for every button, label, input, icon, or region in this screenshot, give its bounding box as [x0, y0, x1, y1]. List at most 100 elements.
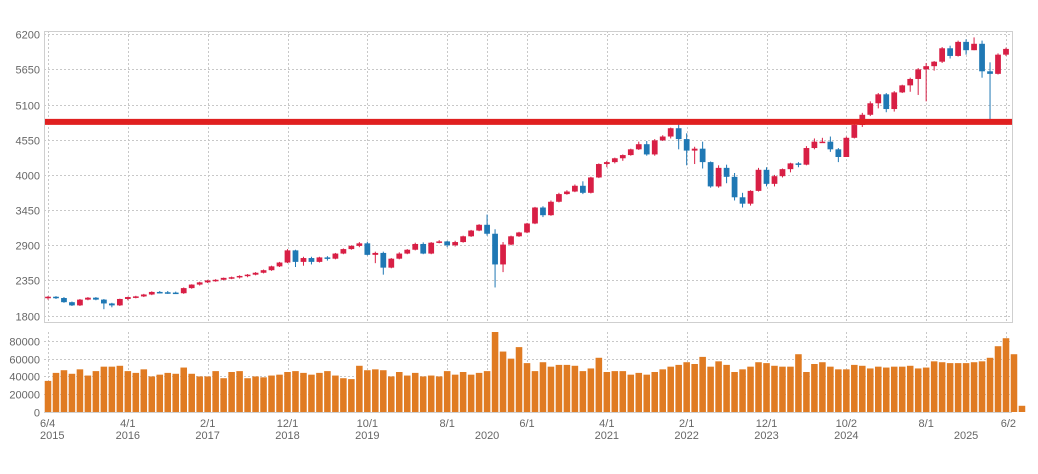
- candle-body: [332, 253, 339, 259]
- volume-bar: [475, 372, 483, 412]
- candle-body: [468, 230, 474, 237]
- volume-bar: [252, 376, 259, 412]
- candle-body: [827, 141, 834, 150]
- volume-bar: [859, 365, 866, 412]
- volume-bar: [180, 367, 187, 412]
- x-tick-month-label: 4/1: [599, 418, 614, 430]
- volume-bar: [60, 370, 68, 412]
- volume-bar: [523, 363, 531, 412]
- volume-bar: [890, 366, 898, 412]
- candle-body: [308, 258, 315, 262]
- candle-body: [771, 176, 778, 184]
- volume-y-tick-label: 20000: [9, 390, 40, 402]
- volume-bar: [755, 362, 762, 412]
- candle-body: [971, 43, 977, 51]
- candle-body: [915, 69, 922, 79]
- volume-bar: [427, 375, 435, 412]
- volume-bar: [835, 369, 842, 412]
- volume-bar: [140, 369, 148, 412]
- x-tick-year-label: 2021: [595, 430, 619, 442]
- candle-body: [492, 233, 498, 265]
- candle-body: [356, 243, 363, 246]
- volume-bar: [84, 375, 92, 412]
- x-tick-year-label: 2016: [116, 430, 140, 442]
- volume-bar: [411, 372, 419, 412]
- candle-body: [436, 241, 443, 243]
- candle-body: [723, 167, 730, 177]
- candle-body: [93, 297, 99, 300]
- candle-body: [500, 244, 506, 265]
- candle-body: [180, 288, 187, 294]
- candle-body: [284, 250, 291, 263]
- candle-body: [715, 167, 722, 187]
- candle-body: [204, 280, 211, 283]
- volume-bar: [380, 370, 387, 412]
- volume-bar: [635, 372, 643, 412]
- candle-body: [819, 141, 826, 144]
- candle-body: [388, 258, 395, 268]
- candle-body: [77, 299, 83, 306]
- candle-body: [747, 190, 754, 204]
- candle-body: [260, 270, 267, 273]
- candle-body: [795, 163, 802, 165]
- volume-bar: [459, 372, 467, 412]
- candle-body: [428, 242, 435, 254]
- volume-bar: [451, 374, 459, 412]
- volume-bar: [922, 367, 930, 412]
- volume-bar: [938, 362, 946, 412]
- volume-bar: [763, 363, 770, 412]
- x-tick-month-label: 6/1: [519, 418, 534, 430]
- candle-body: [587, 177, 594, 193]
- candle-body: [931, 61, 938, 67]
- candle-body: [995, 54, 1001, 74]
- candle-body: [619, 155, 626, 159]
- volume-bar: [108, 366, 116, 412]
- volume-bar: [419, 376, 427, 412]
- volume-bar: [435, 376, 443, 412]
- volume-bar: [100, 366, 108, 412]
- volume-bars: [44, 332, 1026, 412]
- volume-bar: [547, 366, 555, 412]
- volume-bar: [819, 362, 826, 412]
- candle-body: [380, 252, 387, 268]
- x-tick-year-label: 2018: [275, 430, 299, 442]
- volume-bar: [994, 346, 1002, 412]
- candle-body: [683, 139, 690, 151]
- volume-bar: [787, 366, 794, 412]
- volume-y-tick-label: 60000: [9, 355, 40, 367]
- volume-bar: [332, 375, 339, 412]
- candle-body: [228, 277, 235, 279]
- volume-bar: [364, 370, 371, 412]
- volume-bar: [579, 371, 587, 412]
- candle-body: [508, 236, 514, 245]
- volume-bar: [491, 332, 499, 412]
- candle-body: [787, 163, 794, 170]
- price-panel-frame: [44, 31, 1013, 323]
- volume-bar: [1010, 354, 1018, 412]
- candle-body: [116, 298, 123, 306]
- x-tick-year-label: 2022: [674, 430, 698, 442]
- candle-body: [124, 297, 131, 299]
- candle-body: [883, 94, 890, 110]
- candle-body: [156, 291, 163, 294]
- volume-bar: [747, 366, 754, 412]
- volume-bar: [667, 366, 674, 412]
- candle-body: [348, 245, 355, 250]
- volume-bar: [499, 351, 507, 412]
- volume-y-axis-ticks: 0 20000 40000 60000 80000: [9, 337, 40, 420]
- volume-bar: [196, 376, 203, 412]
- candle-body: [244, 274, 251, 277]
- x-tick-month-label: 12/1: [756, 418, 777, 430]
- volume-bar: [627, 374, 635, 412]
- candle-body: [324, 257, 331, 259]
- volume-bar: [531, 371, 539, 412]
- x-tick-year-label: 2020: [475, 430, 499, 442]
- volume-bar: [771, 365, 778, 412]
- x-tick-year-label: 2024: [834, 430, 858, 442]
- candle-body: [101, 299, 107, 304]
- volume-bar: [874, 366, 882, 412]
- candle-body: [196, 282, 203, 285]
- x-axis-ticks: 6/420154/120162/1201712/1201810/120198/1…: [40, 418, 1016, 442]
- volume-bar: [372, 369, 379, 412]
- volume-bar: [867, 368, 874, 412]
